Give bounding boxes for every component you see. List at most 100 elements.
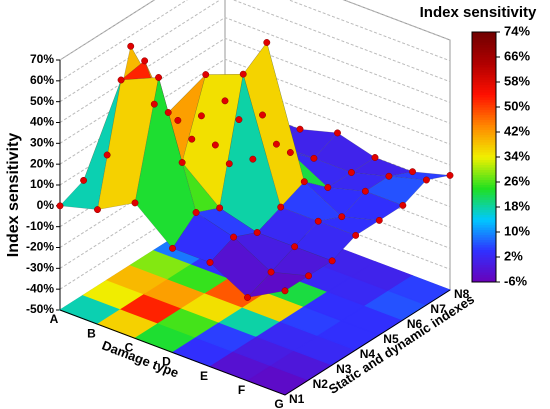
colorbar-tick-label: 26% [504, 173, 530, 188]
colorbar-segment [472, 107, 496, 110]
data-point [385, 172, 393, 180]
data-point [347, 169, 355, 176]
colorbar-tick-label: 2% [504, 248, 523, 263]
colorbar-tick-label: -6% [504, 273, 528, 288]
colorbar-segment [472, 169, 496, 173]
colorbar-segment [472, 254, 496, 258]
grid-line [59, 16, 451, 123]
data-point [409, 168, 416, 176]
x-tick-label: B [87, 326, 96, 340]
z-tick-label: -50% [26, 302, 54, 316]
data-point [117, 76, 125, 84]
data-point [296, 125, 304, 133]
colorbar-segment [472, 77, 496, 80]
y-tick-label: N6 [407, 317, 423, 331]
colorbar-segment [472, 269, 496, 273]
data-point [310, 154, 318, 162]
colorbar-segment [472, 234, 496, 238]
colorbar-segment [472, 89, 496, 93]
data-point [267, 268, 275, 276]
colorbar-segment [472, 74, 496, 78]
colorbar-segment [472, 94, 496, 98]
data-point [249, 155, 257, 163]
z-tick-label: 70% [30, 52, 54, 66]
data-point [328, 257, 336, 265]
colorbar-segment [472, 279, 496, 283]
z-tick-label: 0% [37, 198, 55, 212]
colorbar-tick-label: 66% [504, 48, 530, 63]
z-tick-label: -30% [26, 261, 54, 275]
data-point [338, 213, 346, 221]
z-tick-label: 20% [30, 156, 54, 170]
data-point [131, 199, 139, 207]
colorbar-segment [472, 232, 496, 235]
colorbar-segment [472, 267, 496, 270]
z-tick-label: -10% [26, 219, 54, 233]
colorbar-tick-label: 58% [504, 73, 530, 88]
colorbar-segment [472, 227, 496, 230]
colorbar-tick-label: 42% [504, 123, 530, 138]
colorbar-segment [472, 217, 496, 220]
colorbar-segment [472, 192, 496, 195]
colorbar-segment [472, 179, 496, 183]
data-point [352, 231, 360, 239]
colorbar-segment [472, 159, 496, 163]
colorbar-segment [472, 172, 496, 175]
data-point [80, 176, 88, 184]
colorbar-segment [472, 244, 496, 248]
colorbar-segment [472, 92, 496, 95]
colorbar-segment [472, 174, 496, 178]
data-point [103, 151, 111, 159]
colorbar-segment [472, 39, 496, 43]
colorbar-segment [472, 184, 496, 188]
y-tick-label: N5 [383, 332, 399, 346]
colorbar-segment [472, 167, 496, 170]
y-tick-label: N2 [313, 377, 329, 391]
colorbar-segment [472, 152, 496, 155]
grid-line [59, 0, 451, 103]
colorbar-segment [472, 189, 496, 193]
data-point [230, 233, 238, 241]
data-point [221, 97, 229, 105]
colorbar-segment [472, 82, 496, 85]
data-point [422, 176, 430, 184]
data-point [150, 100, 158, 108]
data-point [192, 209, 200, 216]
colorbar-segment [472, 204, 496, 208]
x-tick-label: D [162, 355, 171, 369]
data-point [188, 135, 196, 143]
data-point [446, 171, 454, 179]
colorbar-segment [472, 102, 496, 105]
data-point [94, 206, 101, 214]
colorbar-segment [472, 44, 496, 48]
data-point [371, 154, 379, 161]
z-tick-label: 40% [30, 115, 54, 129]
data-point [206, 259, 214, 266]
x-tick-label: C [125, 341, 134, 355]
colorbar-segment [472, 274, 496, 278]
colorbar-segment [472, 154, 496, 158]
colorbar-segment [472, 79, 496, 83]
colorbar-tick-label: 34% [504, 148, 530, 163]
colorbar-segment [472, 249, 496, 253]
data-point [259, 111, 266, 119]
colorbar-segment [472, 112, 496, 115]
colorbar-segment [472, 62, 496, 65]
z-axis-title: Index sensitivity [5, 133, 22, 258]
colorbar-segment [472, 147, 496, 150]
data-point [253, 229, 261, 236]
data-point [239, 70, 247, 78]
data-point [127, 42, 135, 50]
colorbar-segment [472, 212, 496, 215]
data-point [56, 202, 64, 210]
data-point [324, 184, 332, 191]
data-point [272, 140, 280, 148]
data-point [361, 187, 369, 195]
colorbar-segment [472, 104, 496, 108]
y-tick-label: N8 [454, 287, 470, 301]
colorbar-tick-label: 10% [504, 223, 530, 238]
colorbar-segment [472, 69, 496, 73]
colorbar-segment [472, 224, 496, 228]
floor-axis [59, 289, 451, 396]
colorbar-segment [472, 52, 496, 55]
